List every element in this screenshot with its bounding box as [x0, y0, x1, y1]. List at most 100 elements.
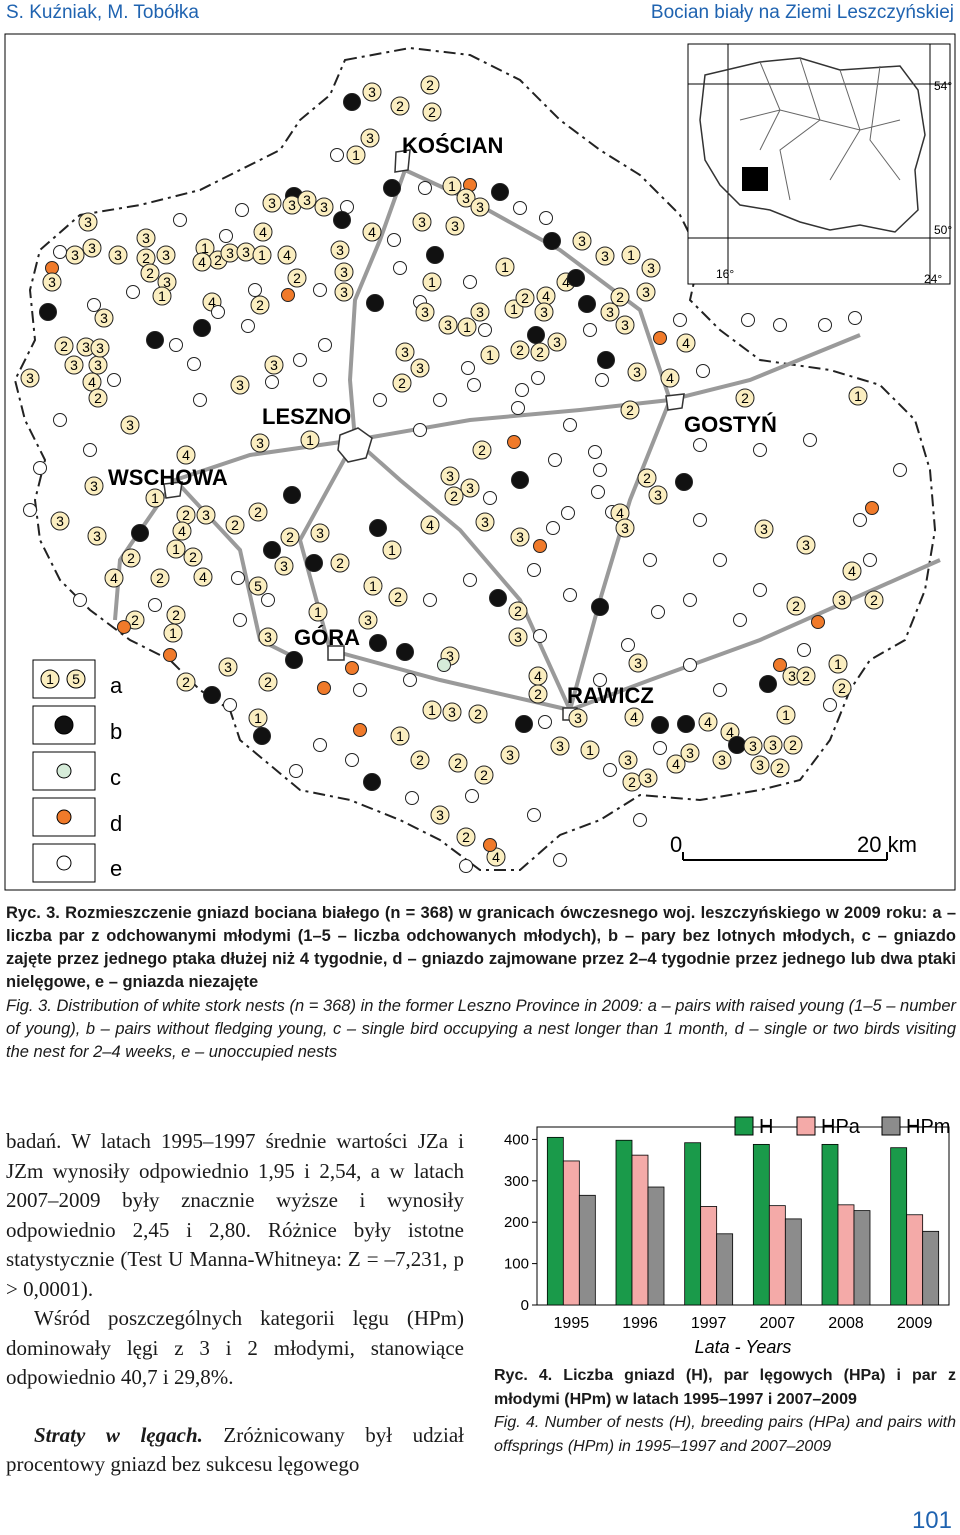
nest-young-count: 4 — [534, 668, 542, 684]
nest-marker — [396, 643, 414, 661]
nest-young-count: 1 — [782, 707, 790, 723]
nest-marker — [624, 707, 644, 727]
nest-marker — [567, 269, 585, 287]
nest-young-count: 3 — [444, 317, 452, 333]
nest-marker — [373, 393, 387, 407]
nest-marker — [653, 331, 667, 345]
nest-marker — [176, 672, 196, 692]
nest-marker — [395, 342, 415, 362]
nest-marker — [360, 128, 380, 148]
nest-marker — [90, 338, 110, 358]
nest-marker — [773, 318, 787, 332]
nest-marker — [572, 231, 592, 251]
nest-young-count: 3 — [340, 284, 348, 300]
nest-marker — [73, 593, 87, 607]
nest-marker — [84, 476, 104, 496]
nest-marker — [527, 808, 541, 822]
nest-marker — [548, 453, 562, 467]
bar-hpa-1995 — [562, 1160, 580, 1306]
nest-marker — [511, 401, 525, 415]
nest-marker — [510, 527, 530, 547]
legend-label-h: H — [759, 1116, 773, 1138]
figure4-caption-en: Fig. 4. Number of nests (H), breeding pa… — [494, 1414, 956, 1455]
nest-young-count: 3 — [94, 357, 102, 373]
nest-marker — [248, 502, 268, 522]
nest-marker — [392, 373, 412, 393]
nest-young-count: 4 — [672, 756, 680, 772]
nest-young-count: 2 — [462, 829, 470, 845]
nest-young-count: 3 — [749, 738, 757, 754]
nest-marker — [515, 288, 535, 308]
nest-marker — [362, 222, 382, 242]
nest-marker — [475, 512, 495, 532]
nest-marker — [677, 715, 695, 733]
nest-marker — [508, 627, 528, 647]
legend-a-sample-1: 1 — [46, 671, 54, 687]
nest-marker — [363, 773, 381, 791]
nest-young-count: 2 — [870, 592, 878, 608]
nest-marker — [310, 523, 330, 543]
nest-marker — [546, 521, 560, 535]
nest-marker — [176, 445, 196, 465]
nest-marker — [405, 791, 419, 805]
figure3-caption-pl: Ryc. 3. Rozmieszczenie gniazd bociana bi… — [6, 902, 956, 994]
nest-young-count: 2 — [60, 338, 68, 354]
town-markers — [163, 149, 685, 721]
scale-end: 20 km — [857, 832, 917, 857]
nest-marker — [459, 859, 473, 873]
nest-marker — [163, 623, 183, 643]
nest-young-count: 2 — [626, 402, 634, 418]
nest-young-count: 1 — [586, 742, 594, 758]
nest-marker — [508, 601, 528, 621]
nest-marker — [156, 245, 176, 265]
nest-marker — [474, 765, 494, 785]
nest-marker — [445, 216, 465, 236]
nest-marker — [442, 176, 462, 196]
legend-a-circle-1 — [40, 669, 60, 689]
nest-young-count: 3 — [506, 747, 514, 763]
nest-young-count: 2 — [156, 570, 164, 586]
nest-young-count: 4 — [666, 370, 674, 386]
nest-young-count: 2 — [776, 760, 784, 776]
nest-young-count: 1 — [258, 247, 266, 263]
nest-young-count: 3 — [71, 247, 79, 263]
nest-marker — [538, 715, 552, 729]
nest-marker — [172, 521, 192, 541]
nest-young-count: 4 — [426, 517, 434, 533]
nest-young-count: 3 — [654, 487, 662, 503]
paragraph-2: Wśród poszczególnych kategorii lęgu (HPm… — [6, 1306, 464, 1389]
nest-marker — [580, 740, 600, 760]
nest-marker — [193, 319, 211, 337]
nest-marker — [20, 368, 40, 388]
nest-marker — [413, 423, 427, 437]
nest-marker — [495, 257, 515, 277]
nest-young-count: 3 — [481, 514, 489, 530]
nest-young-count: 3 — [540, 304, 548, 320]
nest-young-count: 3 — [202, 507, 210, 523]
nest-marker — [641, 258, 661, 278]
nest-marker — [318, 338, 332, 352]
nest-marker — [369, 634, 387, 652]
nest-marker — [515, 383, 529, 397]
nest-young-count: 3 — [462, 190, 470, 206]
nest-marker — [218, 657, 238, 677]
nest-marker — [223, 698, 237, 712]
nest-marker — [23, 503, 37, 517]
bar-hpa-2009 — [906, 1214, 924, 1306]
nest-marker — [438, 315, 458, 335]
nest-marker — [136, 228, 156, 248]
nest-marker — [712, 750, 732, 770]
nest-young-count: 3 — [621, 520, 629, 536]
x-tick-label: 1996 — [622, 1315, 658, 1332]
nest-young-count: 2 — [264, 674, 272, 690]
nest-young-count: 1 — [172, 541, 180, 557]
nest-marker — [241, 319, 255, 333]
nest-marker — [317, 681, 331, 695]
nest-marker — [262, 193, 282, 213]
nest-young-count: 3 — [84, 214, 92, 230]
nest-young-count: 1 — [448, 178, 456, 194]
nest-young-count: 3 — [621, 317, 629, 333]
legend-swatch-hpm — [881, 1116, 901, 1136]
nest-young-count: 3 — [100, 310, 108, 326]
nest-young-count: 2 — [450, 488, 458, 504]
